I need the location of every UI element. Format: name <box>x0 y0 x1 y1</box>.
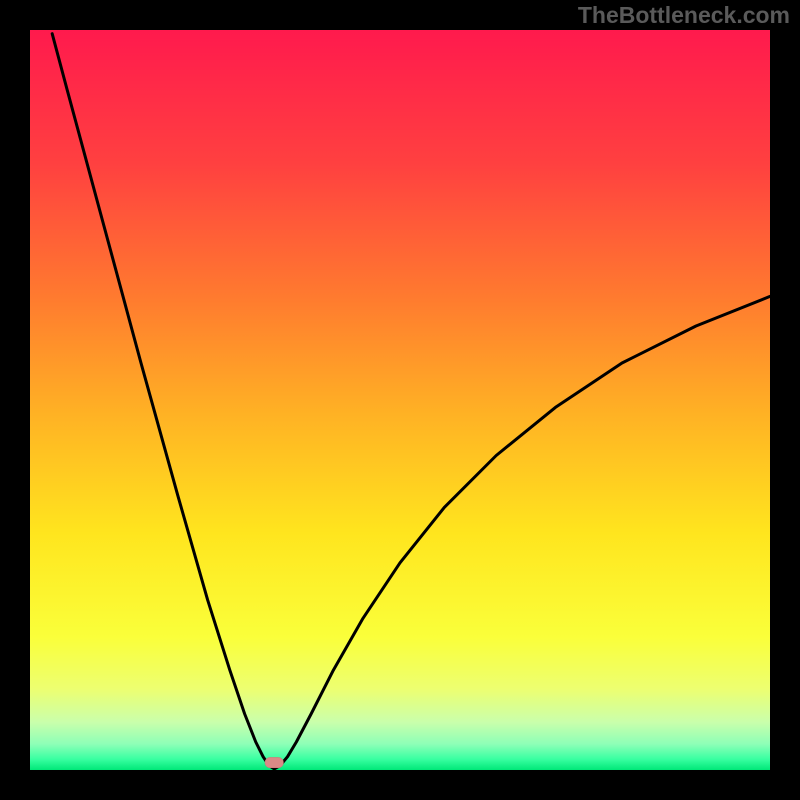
bottleneck-chart <box>0 0 800 800</box>
min-marker <box>265 757 284 767</box>
chart-frame: { "figure": { "width_px": 800, "height_p… <box>0 0 800 800</box>
watermark-text: TheBottleneck.com <box>578 2 790 29</box>
gradient-background <box>30 30 770 770</box>
